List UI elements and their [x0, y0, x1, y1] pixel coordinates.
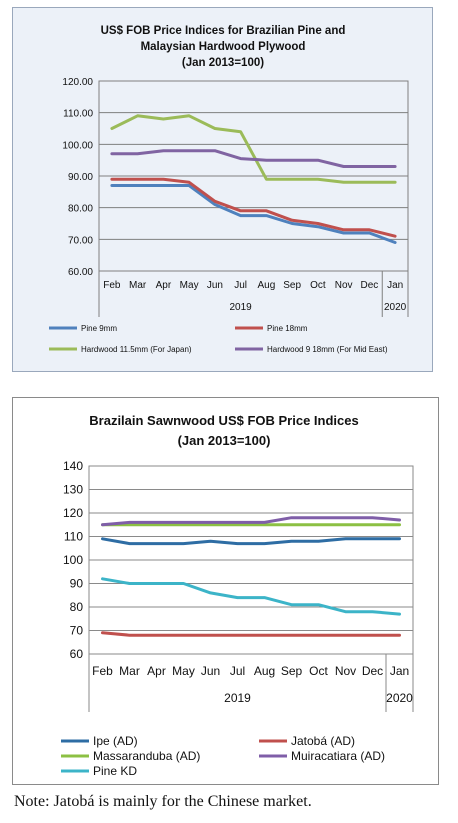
legend-label: Ipe (AD) [93, 734, 138, 748]
y-tick-label: 90.00 [68, 172, 93, 183]
year-label: 2019 [230, 302, 253, 313]
series-line-pine-kd [101, 577, 401, 616]
chart-title-line: (Jan 2013=100) [178, 433, 271, 448]
y-tick-label: 70 [70, 624, 84, 638]
series-line-pine-18mm [110, 177, 397, 238]
x-tick-label: Sep [283, 280, 301, 291]
x-tick-label: Jan [390, 664, 409, 678]
legend-label: Hardwood 11.5mm (For Japan) [81, 345, 192, 354]
chart-title-line: Brazilain Sawnwood US$ FOB Price Indices [89, 413, 358, 428]
legend-label: Pine 18mm [267, 324, 308, 333]
x-tick-label: Oct [309, 664, 328, 678]
y-tick-label: 70.00 [68, 235, 93, 246]
y-tick-label: 60 [70, 647, 84, 661]
y-tick-label: 80 [70, 600, 84, 614]
year-label: 2020 [384, 302, 407, 313]
x-tick-label: Nov [335, 280, 353, 291]
x-tick-label: May [172, 664, 195, 678]
plot-frame [88, 465, 414, 655]
y-tick-label: 120.00 [62, 77, 93, 88]
y-tick-label: 90 [70, 577, 84, 591]
x-tick-label: Apr [147, 664, 166, 678]
x-tick-label: Nov [335, 664, 356, 678]
y-tick-label: 130 [63, 483, 83, 497]
sawnwood-chart-panel: Brazilain Sawnwood US$ FOB Price Indices… [12, 397, 439, 785]
x-tick-label: Dec [362, 664, 383, 678]
y-tick-label: 110 [64, 530, 83, 544]
x-tick-label: Aug [254, 664, 275, 678]
series-line-muiracatiara-ad [101, 516, 401, 527]
chart-title-line: US$ FOB Price Indices for Brazilian Pine… [101, 25, 346, 37]
x-tick-label: Apr [156, 280, 172, 291]
chart-title-line: (Jan 2013=100) [182, 57, 264, 69]
x-tick-label: May [180, 280, 199, 291]
plywood-chart-panel: US$ FOB Price Indices for Brazilian Pine… [12, 7, 433, 372]
y-tick-label: 100 [63, 553, 83, 567]
series-line-hardwood-9-18mm-for-mid-east [110, 149, 397, 168]
x-tick-label: Jan [387, 280, 403, 291]
y-tick-label: 80.00 [68, 204, 93, 215]
x-tick-label: Jun [201, 664, 220, 678]
footnote: Note: Jatobá is mainly for the Chinese m… [14, 793, 312, 810]
year-label: 2019 [224, 691, 251, 705]
series-line-jatob-ad [101, 631, 401, 637]
x-tick-label: Jul [234, 280, 247, 291]
x-tick-label: Oct [310, 280, 326, 291]
sawnwood-price-chart: Brazilain Sawnwood US$ FOB Price Indices… [61, 413, 414, 778]
x-tick-label: Feb [92, 664, 113, 678]
y-tick-label: 100.00 [62, 140, 93, 151]
x-tick-label: Aug [257, 280, 275, 291]
legend-label: Muiracatiara (AD) [291, 749, 385, 763]
series-line-ipe-ad [101, 537, 401, 546]
chart-title-line: Malaysian Hardwood Plywood [141, 41, 306, 53]
x-tick-label: Sep [281, 664, 303, 678]
x-tick-label: Feb [103, 280, 121, 291]
x-tick-label: Mar [129, 280, 147, 291]
x-tick-label: Dec [360, 280, 378, 291]
series-line-pine-9mm [110, 184, 397, 244]
y-tick-label: 60.00 [68, 267, 93, 278]
legend-label: Jatobá (AD) [291, 734, 355, 748]
x-tick-label: Jul [230, 664, 245, 678]
legend-label: Hardwood 9 18mm (For Mid East) [267, 345, 388, 354]
y-tick-label: 140 [63, 459, 83, 473]
year-label: 2020 [386, 691, 413, 705]
legend-label: Massaranduba (AD) [93, 749, 200, 763]
x-tick-label: Mar [119, 664, 140, 678]
legend-label: Pine KD [93, 764, 137, 778]
legend-label: Pine 9mm [81, 324, 117, 333]
y-tick-label: 120 [63, 506, 83, 520]
plot-frame [98, 80, 409, 272]
y-tick-label: 110.00 [63, 109, 93, 120]
series-line-hardwood-11-5mm-for-japan [110, 114, 397, 184]
x-tick-label: Jun [207, 280, 223, 291]
plywood-price-chart: US$ FOB Price Indices for Brazilian Pine… [49, 25, 409, 354]
